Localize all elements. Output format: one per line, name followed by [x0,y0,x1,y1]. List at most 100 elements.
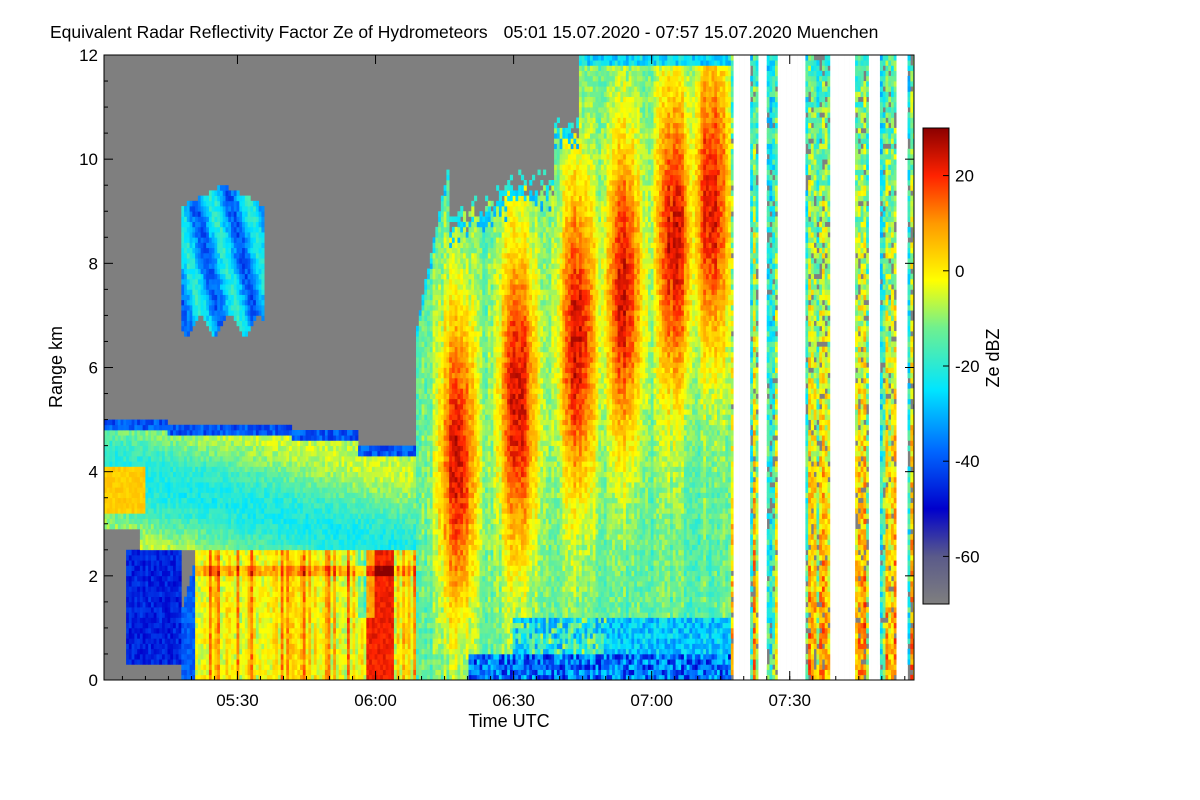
ze-cell [253,664,256,670]
ze-cell [314,659,317,665]
ze-cell [344,550,347,556]
ze-cell [286,623,289,629]
ze-cell [226,472,229,478]
ze-cell [248,498,251,504]
ze-cell [278,534,281,540]
ze-cell [350,482,353,488]
ze-cell [253,435,256,441]
ze-cell [231,196,234,202]
ze-cell [253,659,256,665]
ze-cell [261,586,264,597]
ze-cell [344,430,347,436]
ze-cell [203,591,206,597]
ze-cell [261,315,264,321]
ze-cell [272,539,275,545]
ze-cell [201,659,204,665]
ze-cell [168,482,171,488]
ze-cell [259,461,262,467]
ze-cell [353,633,356,644]
ze-cell [192,539,195,545]
ze-cell [198,508,201,514]
ze-cell [245,472,248,478]
ze-cell [300,618,303,624]
ze-cell [112,482,115,488]
ze-cell [306,565,309,571]
ze-cell [231,284,234,290]
ze-cell [311,555,314,561]
ze-cell [270,534,273,540]
ze-cell [270,446,273,452]
ze-cell [347,493,350,499]
ze-cell [203,201,206,207]
ze-cell [350,586,353,592]
ze-cell [297,534,300,540]
ze-cell [350,581,353,587]
ze-cell [286,550,289,556]
ze-cell [190,612,193,623]
ze-cell [173,560,176,566]
ze-cell [364,581,367,587]
ze-cell [231,555,234,561]
ze-cell [330,602,333,608]
ze-cell [214,477,217,483]
ze-cell [187,466,190,472]
ze-cell [151,440,154,446]
ze-cell [306,555,309,561]
ze-cell [226,185,229,191]
ze-cell [134,612,137,618]
ze-cell [214,435,217,441]
ze-cell [353,565,356,571]
ze-cell [364,654,367,660]
ze-cell [325,503,328,509]
ze-cell [220,571,223,577]
ze-cell [129,440,132,446]
ze-cell [286,487,289,493]
ze-cell [223,670,226,676]
ze-cell [162,529,165,535]
ze-cell [212,597,215,603]
ze-cell [333,456,336,462]
ze-cell [231,211,234,217]
ze-cell [151,586,154,592]
ze-cell [226,503,229,509]
ze-cell [328,628,331,634]
ze-cell [156,550,159,556]
ze-cell [140,607,143,613]
ze-cell [192,571,195,577]
ze-cell [317,654,320,660]
ze-cell [209,664,212,670]
ze-cell [281,440,284,446]
ze-cell [234,248,237,254]
ze-cell [270,466,273,472]
ze-cell [237,524,240,530]
ze-cell [195,300,198,306]
ze-cell [140,602,143,608]
ze-cell [179,529,182,535]
ze-cell [253,565,256,571]
ze-cell [214,472,217,478]
ze-cell [358,555,361,561]
ze-cell [297,664,300,670]
ze-cell [358,597,361,603]
ze-cell [212,300,215,306]
ze-cell [239,628,242,634]
ze-cell [234,487,237,493]
ze-cell [267,576,270,582]
ze-cell [190,258,193,264]
ze-cell [245,498,248,504]
ze-cell [242,477,245,483]
ze-cell [237,258,240,264]
ze-cell [179,425,182,431]
ze-cell [134,420,137,426]
ze-cell [234,435,237,441]
ze-cell [231,560,234,566]
ze-cell [165,581,168,587]
ze-cell [292,513,295,519]
ze-cell [231,446,234,452]
ze-cell [278,508,281,514]
ze-cell [250,623,253,629]
ze-cell [217,545,220,551]
ze-cell [201,539,204,545]
ze-cell [344,607,347,613]
ze-cell [231,248,234,254]
